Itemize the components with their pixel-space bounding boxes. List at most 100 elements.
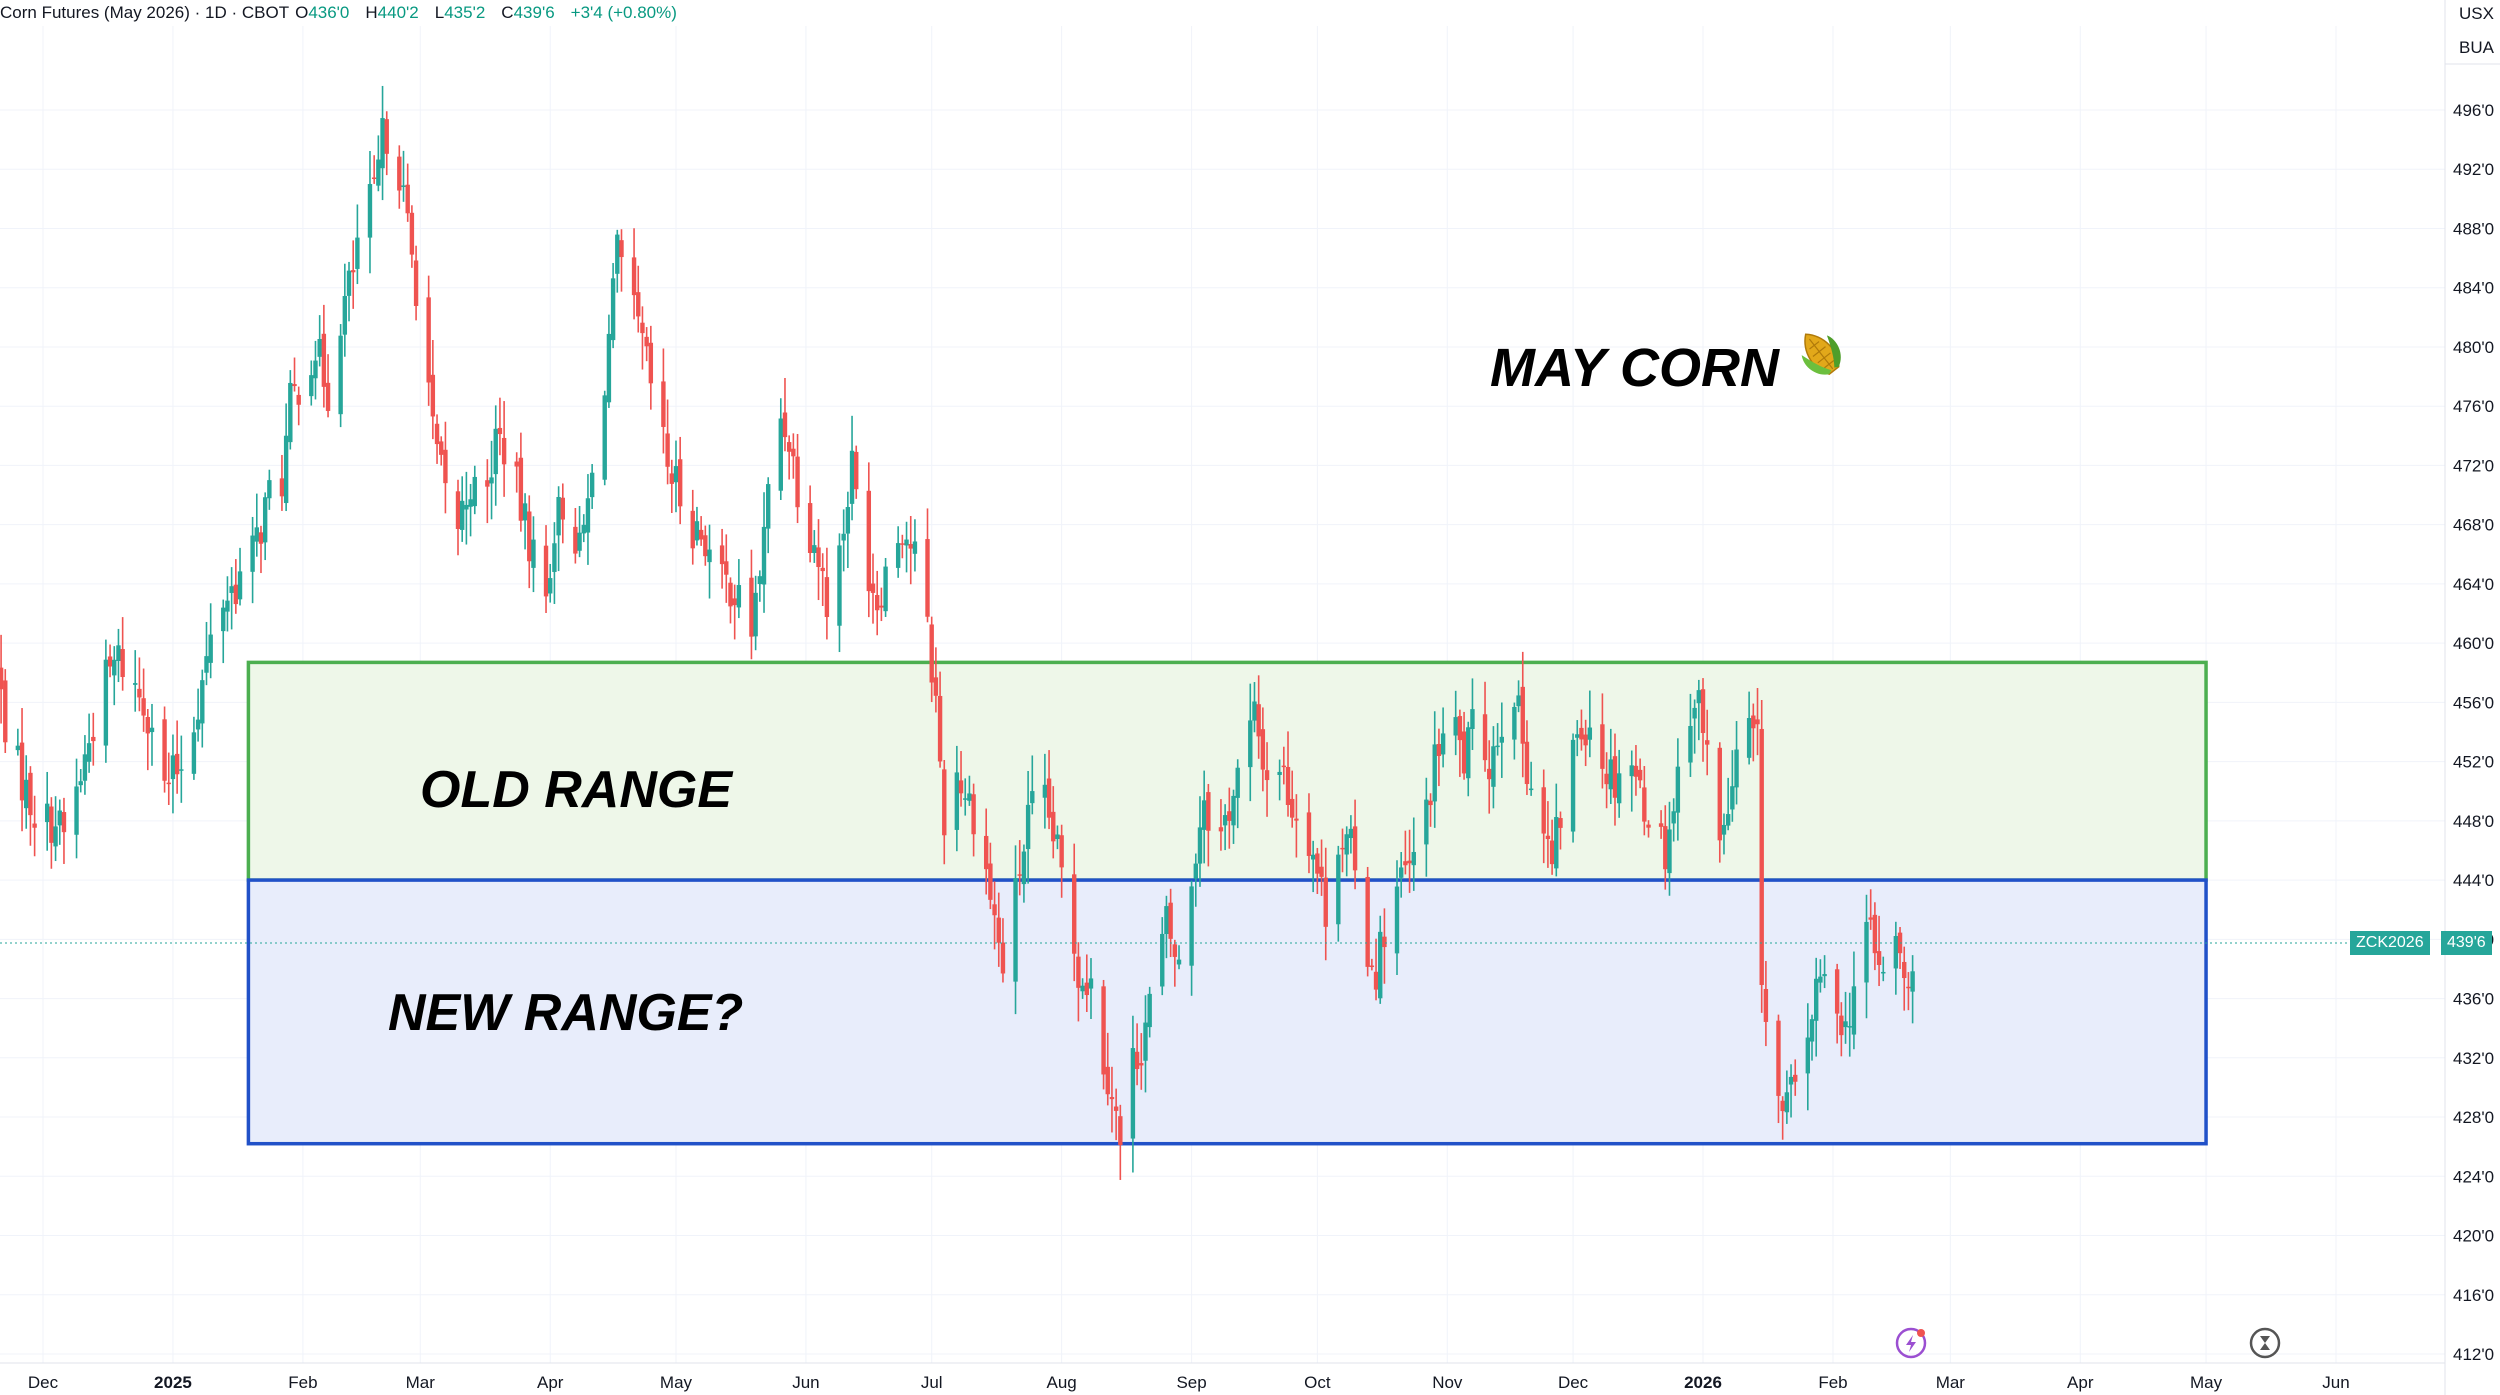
- corn-icon: [1801, 333, 1841, 375]
- candle-body: [1176, 959, 1182, 965]
- candle-body: [874, 595, 880, 611]
- candle-body: [1352, 826, 1358, 871]
- candle-body: [703, 535, 708, 557]
- candle-body: [1637, 769, 1643, 781]
- candle-body: [384, 119, 389, 154]
- range-box-old[interactable]: [246, 660, 2208, 882]
- x-tick-label: Sep: [1176, 1373, 1206, 1392]
- candle-body: [619, 240, 624, 258]
- candle-body: [145, 716, 150, 734]
- candle-body: [1294, 818, 1299, 821]
- candle-body: [355, 237, 360, 269]
- low-label: L: [434, 3, 445, 22]
- candle-body: [732, 598, 737, 606]
- candle-body: [728, 582, 733, 607]
- x-tick-label: May: [2190, 1373, 2223, 1392]
- candle-body: [1893, 936, 1899, 969]
- candle-body: [1868, 917, 1873, 920]
- candle-body: [1780, 1100, 1785, 1112]
- candle-body: [24, 779, 29, 809]
- candle-body: [1705, 740, 1710, 745]
- candle-body: [1793, 1074, 1798, 1082]
- candle-body: [296, 394, 301, 405]
- candle-body: [1570, 739, 1576, 832]
- candle-body: [53, 826, 58, 847]
- replay-icon[interactable]: [1895, 1327, 1927, 1359]
- candle-body: [1021, 851, 1027, 885]
- candle-body: [644, 336, 649, 347]
- candle-body: [405, 184, 410, 214]
- y-tick-label: 420'0: [2453, 1227, 2494, 1246]
- candle-body: [1487, 768, 1492, 780]
- candle-body: [221, 607, 226, 632]
- candle-body: [971, 794, 976, 835]
- candle-body: [1059, 835, 1064, 868]
- candle-body: [133, 683, 138, 685]
- candle-body: [258, 532, 264, 544]
- x-tick-label: May: [660, 1373, 693, 1392]
- candle-body: [1482, 714, 1488, 761]
- candle-body: [455, 491, 461, 529]
- candle-body: [141, 698, 146, 716]
- candle-body: [1805, 1037, 1811, 1074]
- candle-body: [585, 498, 591, 533]
- x-tick-label: 2025: [154, 1373, 192, 1392]
- candle-body: [1378, 931, 1383, 999]
- candle-body: [1612, 756, 1618, 798]
- candle-body: [1700, 689, 1706, 734]
- candle-body: [707, 549, 712, 563]
- y-tick-label: 480'0: [2453, 338, 2494, 357]
- candle-body: [1051, 811, 1056, 842]
- currency-unit[interactable]: USX: [2459, 4, 2494, 23]
- candle-body: [397, 156, 402, 191]
- candle-body: [1172, 944, 1178, 957]
- candle-body: [1902, 961, 1907, 979]
- time-icon[interactable]: [2249, 1327, 2281, 1359]
- candle-body: [1730, 786, 1735, 810]
- candle-body: [761, 526, 767, 585]
- candle-body: [900, 543, 905, 545]
- candle-body: [845, 507, 851, 534]
- candle-body: [648, 342, 654, 384]
- candle-body: [1549, 840, 1555, 865]
- candle-body: [1227, 811, 1232, 821]
- candle-body: [552, 543, 557, 572]
- measure-unit[interactable]: BUA: [2459, 38, 2494, 57]
- candle-body: [1365, 876, 1370, 967]
- candle-body: [589, 472, 595, 498]
- candle-body: [283, 435, 289, 504]
- y-tick-label: 436'0: [2453, 990, 2494, 1009]
- y-tick-label: 472'0: [2453, 456, 2494, 475]
- y-tick-label: 428'0: [2453, 1108, 2494, 1127]
- candle-body: [32, 823, 37, 828]
- candle-body: [778, 418, 783, 491]
- candle-body: [967, 793, 972, 801]
- candle-body: [837, 545, 842, 626]
- candle-body: [1323, 877, 1328, 927]
- candle-body: [1818, 976, 1823, 983]
- candle-body: [1432, 744, 1437, 802]
- candle-body: [1369, 965, 1375, 968]
- candle-body: [636, 292, 641, 317]
- candle-body: [1457, 716, 1463, 741]
- candle-body: [1428, 800, 1433, 806]
- candle-body: [376, 159, 381, 186]
- symbol-info[interactable]: Corn Futures (May 2026) · 1D · CBOT: [0, 3, 290, 22]
- candle-body: [1516, 695, 1521, 707]
- candle-body: [1336, 854, 1341, 925]
- candle-body: [1646, 824, 1651, 828]
- candle-body: [694, 521, 700, 541]
- candle-body: [1017, 874, 1022, 876]
- candle-body: [1134, 1051, 1140, 1070]
- x-tick-label: Mar: [1936, 1373, 1966, 1392]
- candle-body: [824, 577, 830, 618]
- candle-body: [1000, 942, 1006, 974]
- candle-body: [1025, 804, 1031, 850]
- candle-body: [204, 656, 209, 673]
- candle-body: [338, 335, 343, 415]
- candle-body: [937, 695, 943, 762]
- candle-body: [640, 322, 645, 334]
- candle-body: [527, 511, 532, 562]
- candle-body: [791, 448, 796, 457]
